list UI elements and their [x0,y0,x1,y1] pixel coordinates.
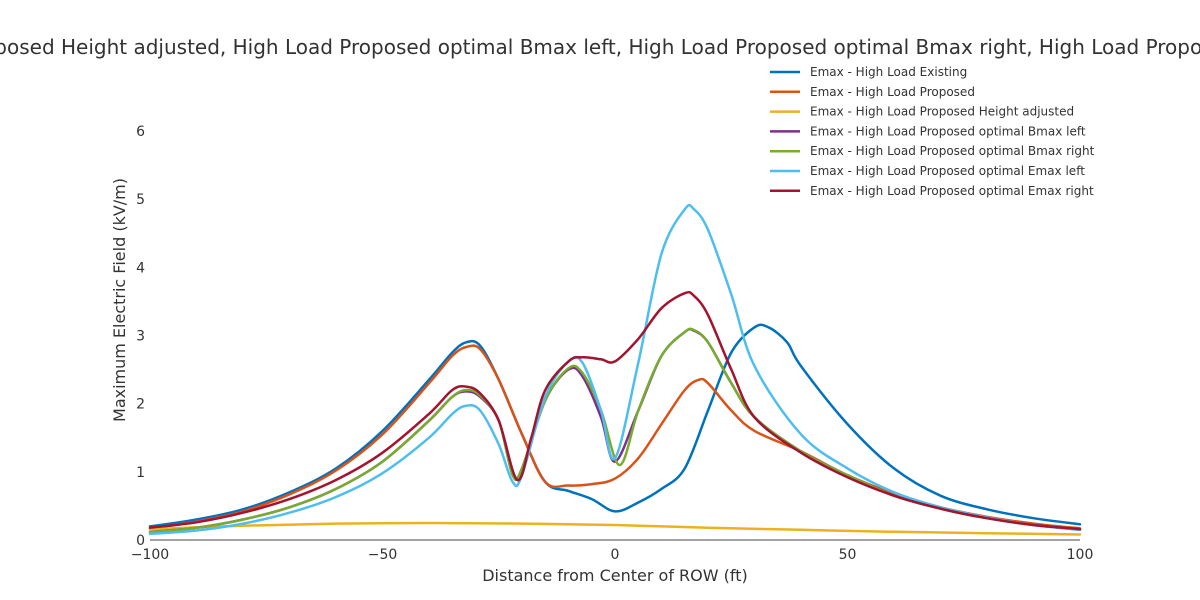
series-line-2 [148,344,1082,530]
x-tick-label: −50 [368,547,398,563]
legend-item-label: Emax - High Load Proposed [810,85,975,99]
series-line-5 [148,327,1082,534]
series-line-4 [148,327,1082,534]
legend-item-label: Emax - High Load Proposed optimal Emax r… [810,184,1094,198]
legend-item-label: Emax - High Load Proposed Height adjuste… [810,105,1074,119]
y-axis-title: Maximum Electric Field (kV/m) [110,178,129,422]
legend-item-label: Emax - High Load Existing [810,65,967,79]
y-tick-label: 2 [136,397,145,413]
legend-item-label: Emax - High Load Proposed optimal Bmax r… [810,144,1095,158]
y-tick-label: 5 [136,192,145,208]
chart-title: Emax - High Load Existing, High Load Pro… [0,35,1200,59]
x-axis-title: Distance from Center of ROW (ft) [482,566,748,585]
x-tick-label: 50 [839,547,857,563]
series-layer [148,203,1082,536]
legend: Emax - High Load Existing Emax - High Loa… [770,65,1095,198]
y-tick-label: 1 [136,465,145,481]
series-line-3 [148,521,1082,536]
series-line-6 [148,203,1082,536]
series-line-1 [148,323,1082,528]
y-tick-label: 4 [136,260,145,276]
series-line-7 [148,290,1082,531]
x-axis-ticks: −100 −50 0 50 100 [131,547,1094,563]
y-axis-ticks: 0 1 2 3 4 5 6 [136,124,145,549]
legend-item-label: Emax - High Load Proposed optimal Emax l… [810,164,1085,178]
x-tick-label: 0 [611,547,620,563]
y-tick-label: 3 [136,328,145,344]
y-tick-label: 0 [136,533,145,549]
legend-item-label: Emax - High Load Proposed optimal Bmax l… [810,124,1086,138]
x-tick-label: 100 [1067,547,1094,563]
y-tick-label: 6 [136,124,145,140]
x-tick-label: −100 [131,547,169,563]
